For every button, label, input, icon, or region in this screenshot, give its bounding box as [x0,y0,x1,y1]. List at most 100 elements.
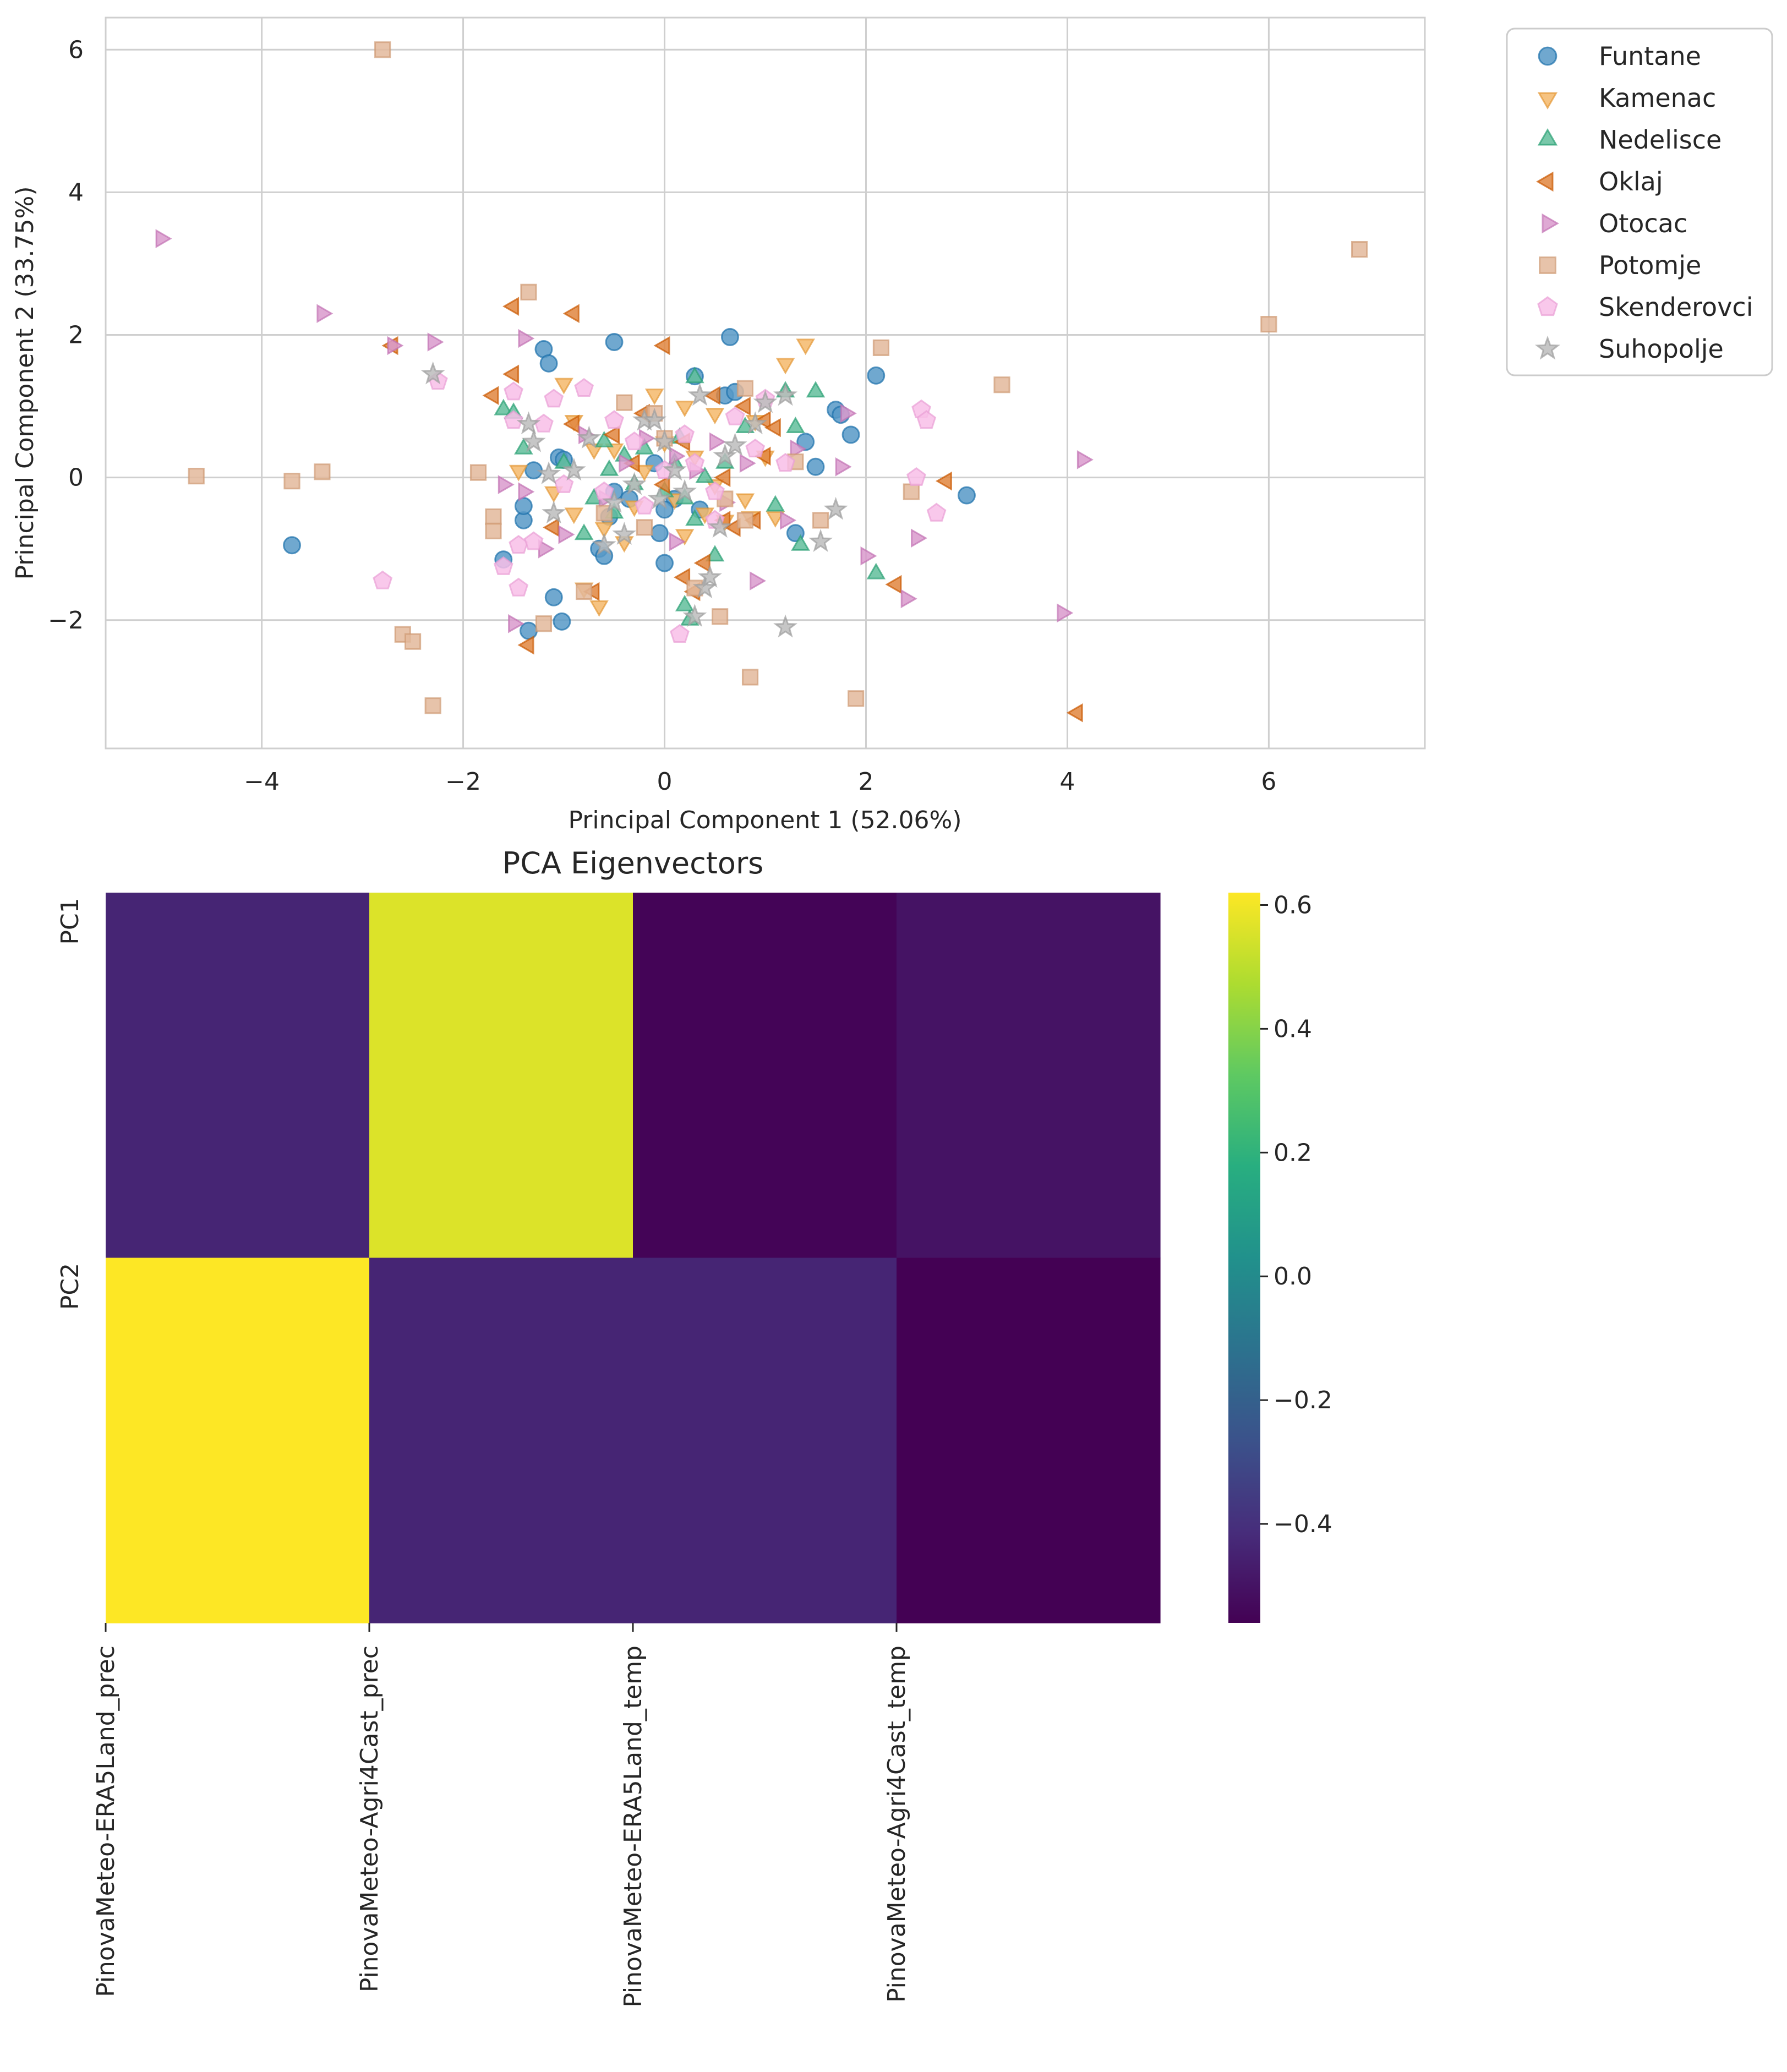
scatter-point [653,475,670,494]
heatmap-row-label: PC1 [56,898,84,944]
scatter-point [374,41,391,58]
scatter-point [652,429,677,452]
legend-frame [1506,28,1773,376]
scatter-point [736,380,754,397]
scatter-point [1066,703,1083,723]
scatter-point [520,283,537,300]
scatter-point [635,464,654,482]
scatter-point [808,529,833,553]
colorbar-tick-label: −0.2 [1274,1386,1332,1414]
legend-marker [1536,171,1554,192]
scatter-point [647,486,672,510]
scatter-point [502,364,520,384]
scatter-point [155,229,172,249]
scatter-point [900,589,917,609]
scatter-point [866,562,886,579]
scatter-point [469,464,487,481]
scatter-point [750,571,767,591]
scatter-point [662,457,687,481]
scatter-point [835,457,852,477]
scatter-point [675,424,695,444]
legend-label: Potomje [1599,250,1701,280]
scatter-point [823,496,848,520]
scatter-point [653,336,670,356]
scatter-point [723,433,747,456]
heatmap-column-label: PinovaMeteo-ERA5Land_prec [92,1645,120,1997]
heatmap-cells [106,893,1161,1623]
colorbar-tick-label: 0.0 [1274,1262,1312,1291]
scatter-point [957,486,976,505]
colorbar-tick-label: 0.2 [1274,1139,1312,1167]
scatter-point [516,411,541,435]
scatter-point [644,389,664,406]
scatter-point [840,403,857,423]
scatter-point [753,390,778,413]
heatmap-column-label: PinovaMeteo-ERA5Land_temp [619,1645,647,2008]
scatter-point [574,523,594,540]
scatter-point [504,381,523,401]
colorbar-tick-label: 0.6 [1274,891,1312,919]
heatmap-cell [369,893,633,1259]
scatter-point [773,614,798,638]
scatter-point [561,457,586,481]
scatter-point [705,481,725,500]
scatter-point [544,389,564,408]
scatter-point [674,567,691,587]
scatter-point [806,457,825,476]
scatter-point [576,583,593,600]
legend-item-otocac: Otocac [1542,209,1687,238]
legend-marker [1537,296,1558,316]
scatter-point [558,525,575,544]
scatter-point [602,489,626,513]
scatter-point [685,509,704,526]
scatter-point [766,511,785,528]
x-tick-label: 0 [657,768,673,796]
legend-marker [1537,128,1558,146]
legend-item-potomje: Potomje [1539,250,1701,280]
scatter-point [885,575,902,594]
scatter-ticks: −4 −2 0 2 4 6 −2 0 2 4 6 [48,36,1276,796]
scatter-point [424,697,441,714]
scatter-point [791,534,810,551]
scatter-point [482,386,499,405]
scatter-point [739,453,756,473]
colorbar: 0.6 0.4 0.2 0.0 −0.2 −0.4 [1228,891,1332,1623]
scatter-point [622,472,647,495]
scatter-point [720,327,739,346]
scatter-point [867,366,886,385]
legend-items: Funtane Kamenac Nedelisce Oklaj Otocac Potomj… [1535,41,1753,364]
y-tick-label: 6 [68,36,84,64]
scatter-point [616,394,633,411]
scatter-point [502,297,520,316]
scatter-point [554,378,573,395]
scatter-point [725,406,745,425]
scatter-point [714,468,731,487]
colorbar-ticks: 0.6 0.4 0.2 0.0 −0.2 −0.4 [1260,891,1332,1538]
scatter-point [697,564,722,588]
scatter-point [764,418,781,438]
heatmap-cell [633,893,897,1259]
scatter-points [155,41,1368,723]
scatter-point [562,414,580,434]
scatter-point [642,407,667,431]
legend-label: Skenderovci [1599,292,1753,322]
scatter-point [603,425,620,445]
scatter-point [504,410,523,429]
legend-item-skenderovci: Skenderovci [1537,292,1753,322]
legend-label: Otocac [1599,209,1687,238]
y-tick-label: −2 [48,606,84,635]
scatter-point [685,367,704,384]
legend: Funtane Kamenac Nedelisce Oklaj Otocac Potomj… [1506,28,1773,376]
scatter-point [926,502,947,522]
heatmap-cell [897,1258,1161,1623]
scatter-point [595,505,613,522]
scatter-y-label: Principal Component 2 (33.75%) [11,187,39,580]
x-tick-label: 2 [858,768,873,796]
scatter-point [780,511,797,530]
scatter-point [554,474,574,493]
scatter-point [670,624,690,643]
legend-label: Suhopolje [1599,334,1724,364]
heatmap-title: PCA Eigenvectors [502,846,764,881]
scatter-point [537,461,561,484]
